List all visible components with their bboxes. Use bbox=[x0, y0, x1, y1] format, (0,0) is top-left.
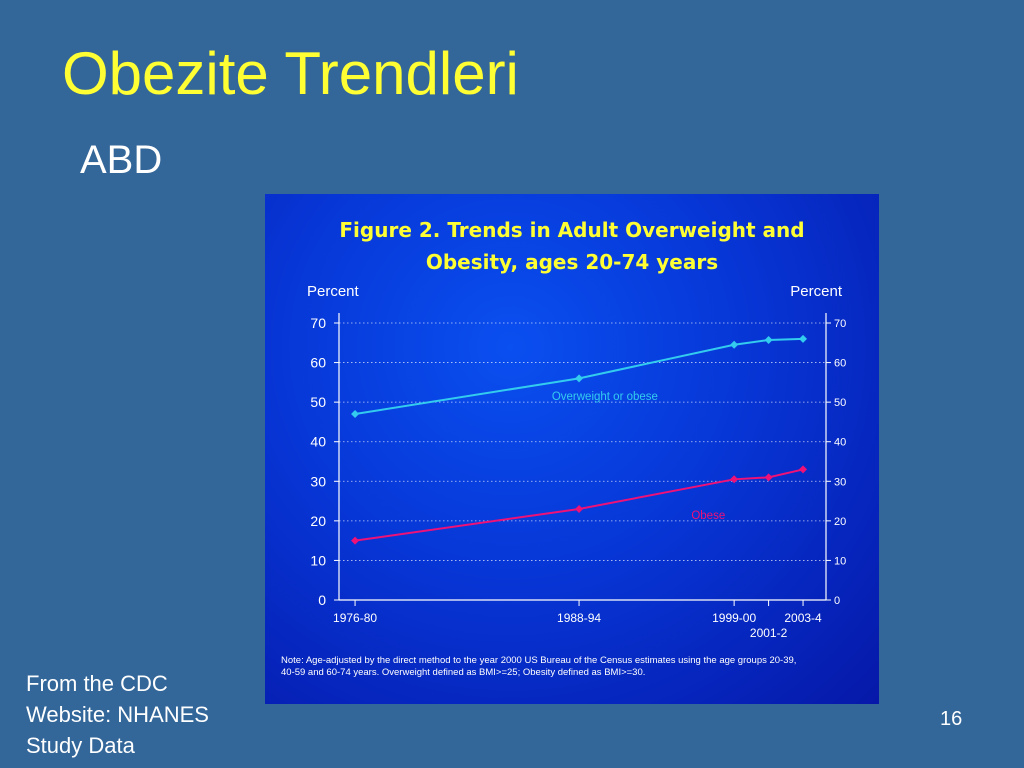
data-point bbox=[351, 536, 360, 545]
data-point bbox=[799, 334, 808, 343]
y-tick-label-left: 60 bbox=[310, 355, 326, 371]
source-line: From the CDC bbox=[26, 671, 168, 696]
source-note: From the CDC Website: NHANES Study Data bbox=[26, 668, 209, 761]
y-tick-label-right: 30 bbox=[834, 476, 846, 488]
data-point bbox=[575, 504, 584, 513]
source-line: Website: NHANES bbox=[26, 702, 209, 727]
x-tick-label: 1976-80 bbox=[333, 611, 377, 625]
y-tick-label-right: 40 bbox=[834, 437, 846, 449]
chart-note-line-1: Note: Age-adjusted by the direct method … bbox=[281, 655, 796, 666]
x-tick-label: 1999-00 bbox=[712, 611, 756, 625]
plot-area: 0 0 10 10 20 20 30 30 40 40 50 50 60 60 70 70 1976-80 198… bbox=[310, 313, 846, 640]
y-tick-label-right: 70 bbox=[834, 318, 846, 330]
x-tick-label: 2003-4 bbox=[784, 611, 822, 625]
y-tick-label-right: 10 bbox=[834, 555, 846, 567]
data-point bbox=[764, 473, 773, 482]
y-axis-label-right: Percent bbox=[790, 283, 843, 300]
data-point bbox=[351, 410, 360, 419]
source-line: Study Data bbox=[26, 733, 135, 758]
y-tick-label-left: 50 bbox=[310, 394, 326, 410]
data-point bbox=[730, 340, 739, 349]
y-tick-label-left: 10 bbox=[310, 552, 326, 568]
y-tick-label-right: 60 bbox=[834, 358, 846, 370]
x-tick-label: 2001-2 bbox=[750, 626, 788, 640]
y-tick-label-right: 0 bbox=[834, 595, 840, 607]
trend-chart: Figure 2. Trends in Adult Overweight and… bbox=[281, 218, 846, 678]
data-point bbox=[575, 374, 584, 383]
y-tick-label-left: 40 bbox=[310, 434, 326, 450]
x-tick-label: 1988-94 bbox=[557, 611, 601, 625]
data-point bbox=[764, 336, 773, 345]
slide-subtitle: ABD bbox=[80, 138, 163, 182]
chart-note-line-2: 40-59 and 60-74 years. Overweight define… bbox=[281, 667, 645, 678]
chart-title-line-1: Figure 2. Trends in Adult Overweight and bbox=[339, 218, 804, 242]
chart-panel: Figure 2. Trends in Adult Overweight and… bbox=[265, 194, 879, 704]
y-tick-label-left: 30 bbox=[310, 473, 326, 489]
series-label: Overweight or obese bbox=[552, 391, 658, 403]
data-point bbox=[799, 465, 808, 474]
y-tick-label-left: 0 bbox=[318, 592, 326, 608]
y-tick-label-left: 20 bbox=[310, 513, 326, 529]
chart-title-line-2: Obesity, ages 20-74 years bbox=[426, 250, 718, 274]
y-tick-label-right: 20 bbox=[834, 516, 846, 528]
y-tick-label-left: 70 bbox=[310, 315, 326, 331]
data-point bbox=[730, 475, 739, 484]
page-number: 16 bbox=[940, 708, 963, 730]
y-axis-label-left: Percent bbox=[307, 283, 360, 300]
y-tick-label-right: 50 bbox=[834, 397, 846, 409]
slide-title: Obezite Trendleri bbox=[62, 40, 519, 107]
series-label: Obese bbox=[691, 510, 725, 522]
